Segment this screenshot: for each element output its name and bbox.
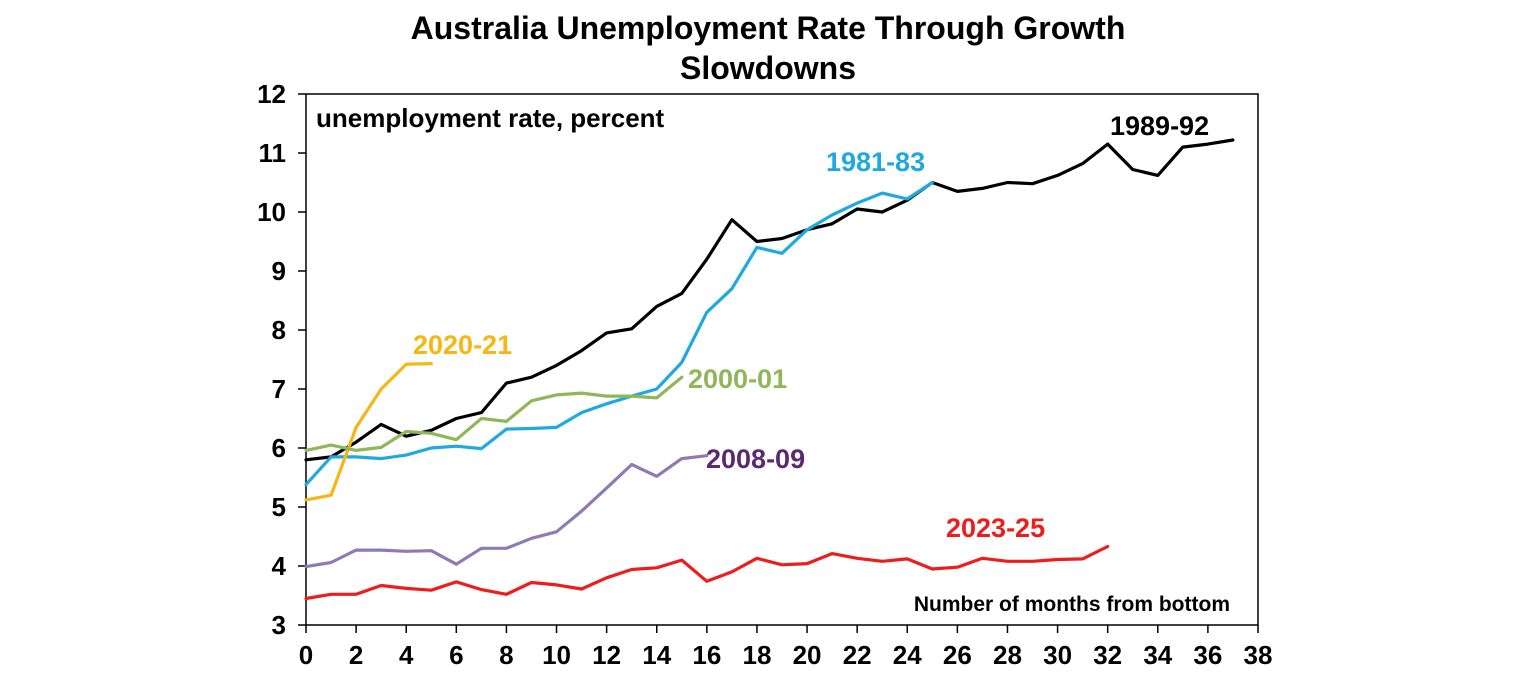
x-tick-label: 20 xyxy=(793,640,822,670)
x-tick-label: 36 xyxy=(1193,640,1222,670)
y-tick-label: 10 xyxy=(257,197,286,227)
y-tick-label: 4 xyxy=(272,551,287,581)
x-tick-label: 0 xyxy=(299,640,313,670)
x-tick-label: 24 xyxy=(893,640,922,670)
y-tick-label: 12 xyxy=(257,79,286,109)
series-label-2020-21: 2020-21 xyxy=(413,330,512,360)
x-tick-label: 10 xyxy=(542,640,571,670)
series-line-2008-09 xyxy=(304,454,709,569)
series-label-2000-01: 2000-01 xyxy=(688,364,787,394)
chart-title-line-1: Australia Unemployment Rate Through Grow… xyxy=(410,10,1126,46)
x-tick-label: 6 xyxy=(449,640,463,670)
x-tick-label: 38 xyxy=(1244,640,1273,670)
axis-unit-annotation: unemployment rate, percent xyxy=(316,103,665,133)
series-line-2020-21 xyxy=(304,362,433,502)
x-tick-label: 34 xyxy=(1143,640,1172,670)
y-tick-label: 3 xyxy=(272,610,286,640)
y-tick-label: 6 xyxy=(272,433,286,463)
x-tick-label: 2 xyxy=(349,640,363,670)
series-label-2008-09: 2008-09 xyxy=(706,444,805,474)
x-tick-label: 12 xyxy=(592,640,621,670)
x-tick-label: 28 xyxy=(993,640,1022,670)
y-tick-label: 7 xyxy=(272,374,286,404)
x-tick-label: 16 xyxy=(692,640,721,670)
series-label-1981-83: 1981-83 xyxy=(826,147,925,177)
x-tick-label: 30 xyxy=(1043,640,1072,670)
series-line-1989-92 xyxy=(304,138,1235,462)
series-line-1981-83 xyxy=(304,180,934,487)
x-tick-label: 32 xyxy=(1093,640,1122,670)
series-label-1989-92: 1989-92 xyxy=(1110,111,1209,141)
y-tick-label: 11 xyxy=(259,138,287,168)
x-tick-label: 8 xyxy=(499,640,513,670)
x-axis-annotation: Number of months from bottom xyxy=(914,593,1230,616)
y-tick-label: 8 xyxy=(272,315,286,345)
x-tick-label: 26 xyxy=(943,640,972,670)
x-tick-label: 22 xyxy=(843,640,872,670)
x-tick-label: 14 xyxy=(642,640,671,670)
series-line-2023-25 xyxy=(304,544,1110,601)
x-tick-label: 18 xyxy=(742,640,771,670)
plot-frame xyxy=(305,93,1259,626)
series-line-2000-01 xyxy=(304,375,684,452)
series-label-2023-25: 2023-25 xyxy=(946,513,1045,543)
x-tick-label: 4 xyxy=(399,640,414,670)
y-tick-label: 9 xyxy=(272,256,286,286)
y-tick-label: 5 xyxy=(272,492,286,522)
chart-title-line-2: Slowdowns xyxy=(680,50,856,86)
